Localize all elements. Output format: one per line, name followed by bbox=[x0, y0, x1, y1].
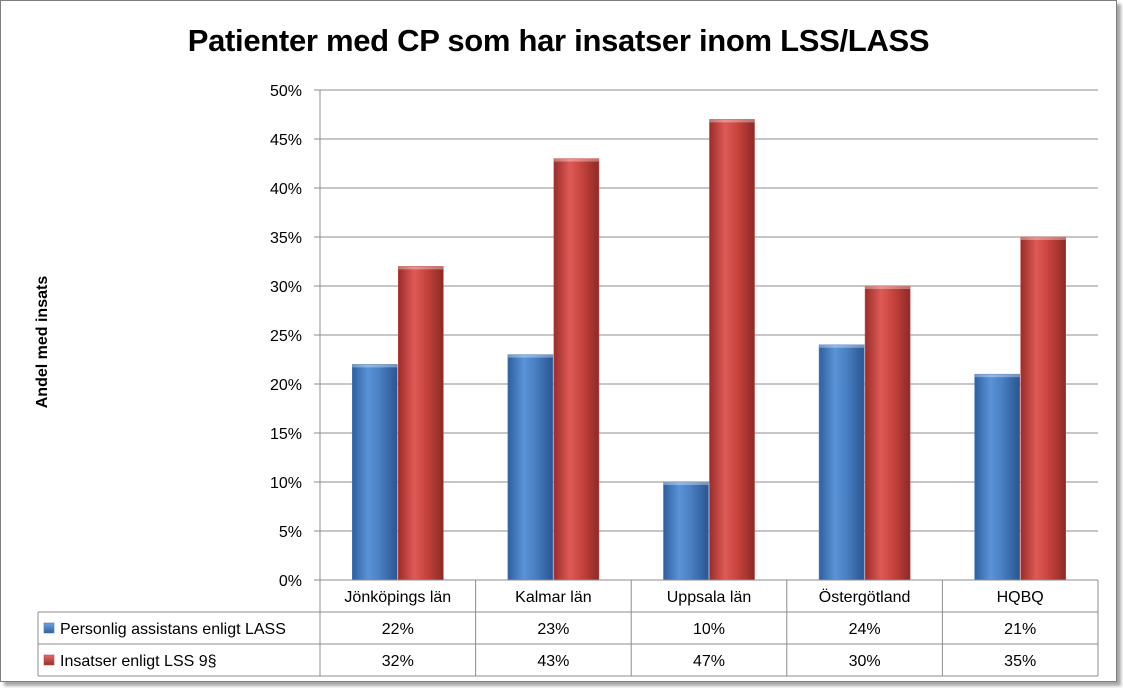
x-category-label: Östergötland bbox=[819, 588, 911, 606]
bar-insatser-lss-2 bbox=[709, 119, 755, 581]
x-category-label: Jönköpings län bbox=[344, 589, 451, 606]
bar-insatser-lss-0 bbox=[397, 266, 444, 581]
data-table-value: 35% bbox=[1004, 653, 1036, 670]
y-tick-label: 0% bbox=[279, 573, 302, 590]
y-tick-label: 20% bbox=[270, 377, 302, 394]
legend-key-personlig-assistans bbox=[43, 622, 55, 634]
y-tick-label: 10% bbox=[270, 475, 302, 492]
bar-highlight bbox=[865, 286, 911, 289]
chart-title: Patienter med CP som har insatser inom L… bbox=[187, 23, 930, 58]
data-table-value: 24% bbox=[849, 621, 881, 638]
bar-highlight bbox=[507, 354, 553, 358]
x-category-label: Kalmar län bbox=[515, 589, 591, 606]
bar-highlight bbox=[398, 266, 444, 270]
y-tick-label: 50% bbox=[270, 83, 302, 100]
data-table-value: 47% bbox=[693, 653, 725, 670]
bar-personlig-assistans-2 bbox=[663, 481, 709, 581]
data-table-value: 23% bbox=[537, 621, 569, 638]
y-tick-label: 15% bbox=[270, 426, 302, 443]
bar-highlight bbox=[1020, 237, 1066, 240]
data-table-value: 30% bbox=[849, 653, 881, 670]
bar-highlight bbox=[709, 119, 755, 123]
bar-highlight bbox=[553, 158, 599, 162]
bar-personlig-assistans-1 bbox=[507, 354, 554, 581]
bar-insatser-lss-4 bbox=[1020, 236, 1067, 581]
y-tick-label: 45% bbox=[270, 132, 302, 149]
bar-highlight bbox=[663, 482, 709, 485]
bar-personlig-assistans-4 bbox=[974, 373, 1021, 581]
data-table-value: 43% bbox=[537, 653, 569, 670]
y-tick-label: 40% bbox=[270, 181, 302, 198]
legend-series-name: Personlig assistans enligt LASS bbox=[60, 621, 286, 638]
data-table-value: 22% bbox=[382, 621, 414, 638]
bar-insatser-lss-3 bbox=[864, 285, 911, 581]
data-table-value: 21% bbox=[1004, 621, 1036, 638]
y-tick-label: 30% bbox=[270, 279, 302, 296]
legend-series-name: Insatser enligt LSS 9§ bbox=[60, 653, 217, 670]
y-tick-label: 35% bbox=[270, 230, 302, 247]
x-category-label: HQBQ bbox=[997, 589, 1044, 606]
data-table-value: 10% bbox=[693, 621, 725, 638]
bar-insatser-lss-1 bbox=[553, 158, 600, 581]
y-tick-label: 25% bbox=[270, 328, 302, 345]
y-tick-label: 5% bbox=[279, 524, 302, 541]
bar-highlight bbox=[974, 374, 1020, 378]
legend-key-insatser-lss bbox=[43, 654, 55, 666]
x-category-label: Uppsala län bbox=[667, 589, 752, 606]
bar-highlight bbox=[819, 344, 865, 348]
bar-personlig-assistans-0 bbox=[351, 364, 398, 581]
bar-highlight bbox=[352, 364, 398, 368]
bar-personlig-assistans-3 bbox=[818, 344, 865, 581]
data-table-value: 32% bbox=[382, 653, 414, 670]
